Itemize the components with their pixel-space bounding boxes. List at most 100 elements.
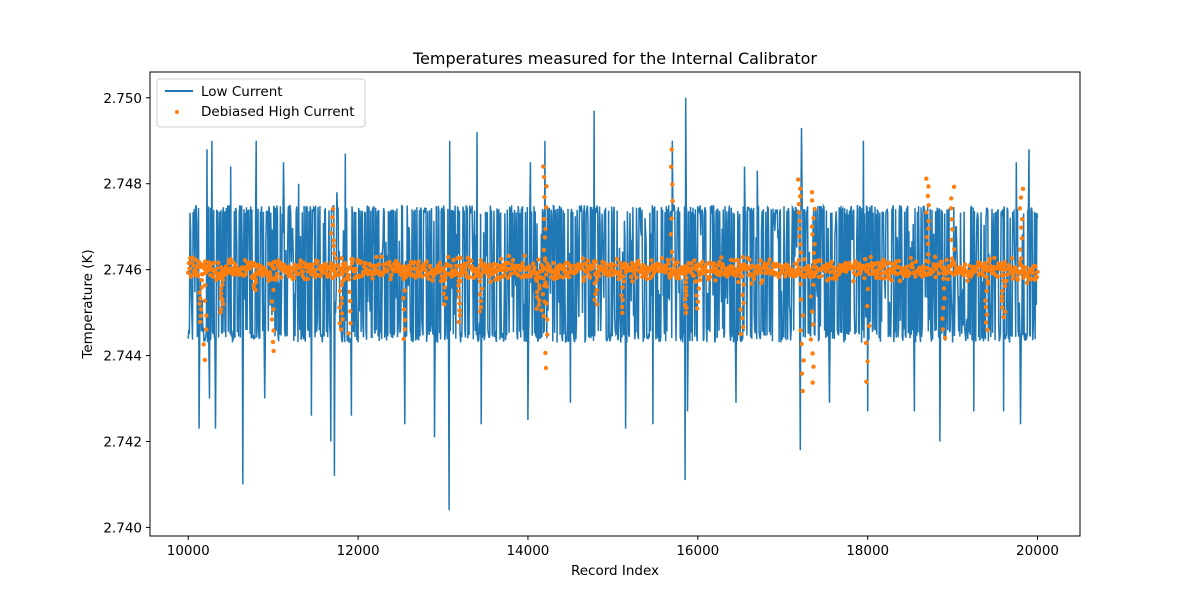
scatter-point — [346, 273, 352, 278]
scatter-point — [676, 276, 682, 281]
scatter-point — [477, 309, 482, 314]
scatter-point — [337, 321, 342, 326]
scatter-point — [811, 364, 816, 369]
scatter-point — [218, 310, 223, 315]
scatter-point — [536, 302, 542, 307]
scatter-point — [389, 272, 394, 277]
scatter-point — [875, 271, 880, 277]
scatter-point — [708, 274, 713, 280]
scatter-point — [437, 260, 442, 266]
scatter-point — [271, 307, 276, 312]
scatter-point — [799, 371, 805, 376]
scatter-point — [198, 313, 203, 319]
scatter-point — [620, 304, 625, 310]
scatter-point — [478, 258, 484, 263]
scatter-point — [298, 258, 303, 263]
scatter-point — [358, 259, 363, 264]
scatter-point — [1000, 288, 1005, 294]
scatter-point — [299, 264, 304, 270]
scatter-point — [337, 288, 343, 294]
scatter-point — [243, 272, 248, 277]
scatter-point — [990, 268, 996, 273]
scatter-point — [668, 232, 674, 237]
scatter-point — [388, 276, 393, 282]
scatter-point — [338, 327, 344, 332]
scatter-point — [995, 274, 1000, 279]
scatter-point — [717, 273, 723, 278]
scatter-point — [983, 261, 988, 266]
scatter-point — [587, 275, 593, 280]
scatter-point — [670, 182, 675, 187]
scatter-point — [924, 258, 929, 264]
scatter-point — [740, 255, 746, 260]
scatter-point — [543, 365, 549, 371]
scatter-point — [856, 264, 861, 270]
scatter-point — [794, 262, 799, 267]
scatter-point — [683, 296, 688, 302]
scatter-point — [690, 265, 695, 271]
scatter-point — [620, 310, 625, 316]
scatter-point — [506, 253, 512, 259]
scatter-point — [350, 261, 355, 266]
scatter-point — [344, 268, 350, 273]
scatter-point — [913, 274, 918, 279]
scatter-point — [999, 298, 1005, 303]
scatter-point — [811, 282, 816, 287]
scatter-point — [199, 285, 204, 290]
scatter-point — [847, 261, 852, 266]
scatter-point — [441, 291, 446, 296]
scatter-point — [430, 278, 435, 283]
scatter-point — [291, 275, 297, 281]
scatter-point — [534, 290, 540, 295]
scatter-point — [218, 306, 224, 312]
scatter-point — [387, 259, 392, 265]
scatter-point — [443, 295, 449, 301]
scatter-point — [619, 293, 624, 298]
scatter-point — [592, 297, 597, 303]
scatter-point — [412, 260, 417, 265]
scatter-point — [659, 256, 665, 261]
legend-label-debiased-high-current: Debiased High Current — [201, 104, 355, 120]
scatter-point — [541, 276, 546, 281]
scatter-point — [926, 219, 931, 224]
scatter-point — [985, 281, 990, 286]
scatter-point — [879, 271, 884, 276]
scatter-point — [449, 274, 454, 279]
scatter-point — [216, 260, 221, 265]
legend-label-low-current: Low Current — [201, 84, 283, 100]
scatter-point — [866, 267, 871, 273]
scatter-point — [812, 259, 817, 264]
scatter-point — [798, 242, 803, 247]
scatter-point — [1003, 309, 1008, 314]
scatter-point — [330, 215, 335, 220]
scatter-point — [719, 255, 724, 260]
scatter-point — [620, 285, 625, 290]
scatter-point — [665, 257, 670, 262]
scatter-point — [568, 263, 573, 268]
scatter-point — [1000, 305, 1005, 310]
scatter-point — [455, 256, 460, 261]
scatter-point — [653, 265, 659, 271]
scatter-point — [907, 271, 912, 276]
scatter-point — [368, 268, 373, 273]
scatter-point — [506, 260, 511, 266]
scatter-point — [808, 337, 814, 342]
scatter-point — [527, 264, 532, 269]
scatter-point — [810, 322, 816, 327]
scatter-point — [942, 296, 947, 301]
scatter-point — [534, 306, 539, 311]
scatter-point — [204, 313, 209, 318]
scatter-point — [202, 357, 208, 363]
scatter-point — [339, 256, 344, 261]
scatter-point — [1015, 277, 1021, 282]
scatter-point — [189, 273, 194, 278]
scatter-point — [301, 260, 307, 265]
scatter-point — [348, 309, 353, 314]
scatter-point — [879, 266, 885, 271]
scatter-point — [1018, 247, 1023, 252]
scatter-point — [798, 281, 804, 287]
scatter-point — [766, 261, 771, 266]
scatter-point — [535, 295, 540, 300]
scatter-point — [832, 271, 837, 276]
scatter-point — [797, 218, 802, 224]
